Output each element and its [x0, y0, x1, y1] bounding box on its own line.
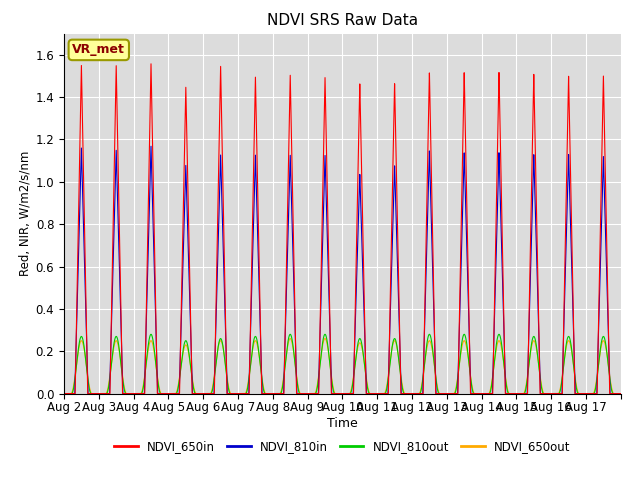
NDVI_650out [390, 339, 397, 345]
NDVI_810in [147, 144, 155, 149]
NDVI_650in [390, 133, 397, 139]
NDVI_650out [617, 391, 625, 396]
Y-axis label: Red, NIR, W/m2/s/nm: Red, NIR, W/m2/s/nm [19, 151, 31, 276]
NDVI_810in [262, 391, 269, 396]
NDVI_810in [503, 391, 511, 396]
NDVI_650in [473, 391, 481, 396]
NDVI_650out [88, 391, 96, 396]
NDVI_810out [390, 337, 397, 343]
NDVI_810out [414, 391, 422, 396]
Line: NDVI_650in: NDVI_650in [64, 64, 621, 394]
NDVI_650out [286, 336, 294, 341]
NDVI_810out [503, 384, 511, 389]
NDVI_650in [503, 391, 511, 396]
Line: NDVI_650out: NDVI_650out [64, 338, 621, 394]
X-axis label: Time: Time [327, 417, 358, 430]
NDVI_650in [60, 391, 68, 396]
NDVI_810in [473, 391, 481, 396]
NDVI_650out [414, 391, 422, 396]
Line: NDVI_810in: NDVI_810in [64, 146, 621, 394]
NDVI_810in [414, 391, 422, 396]
NDVI_810in [390, 199, 397, 205]
NDVI_650in [414, 391, 422, 396]
NDVI_650in [617, 391, 625, 396]
NDVI_650in [147, 61, 155, 67]
NDVI_650out [262, 391, 269, 396]
NDVI_810in [60, 391, 68, 396]
NDVI_650in [262, 391, 269, 396]
NDVI_650out [503, 382, 511, 387]
NDVI_810in [617, 391, 625, 396]
Line: NDVI_810out: NDVI_810out [64, 334, 621, 394]
NDVI_810out [147, 331, 155, 337]
NDVI_810in [88, 391, 96, 396]
NDVI_650out [60, 391, 68, 396]
NDVI_810out [60, 391, 68, 396]
NDVI_810out [88, 391, 96, 396]
Text: VR_met: VR_met [72, 43, 125, 56]
NDVI_810out [617, 391, 625, 396]
NDVI_810out [262, 391, 269, 396]
Legend: NDVI_650in, NDVI_810in, NDVI_810out, NDVI_650out: NDVI_650in, NDVI_810in, NDVI_810out, NDV… [109, 435, 575, 458]
NDVI_650out [473, 391, 481, 396]
NDVI_650in [88, 391, 96, 396]
Title: NDVI SRS Raw Data: NDVI SRS Raw Data [267, 13, 418, 28]
NDVI_810out [473, 391, 481, 396]
